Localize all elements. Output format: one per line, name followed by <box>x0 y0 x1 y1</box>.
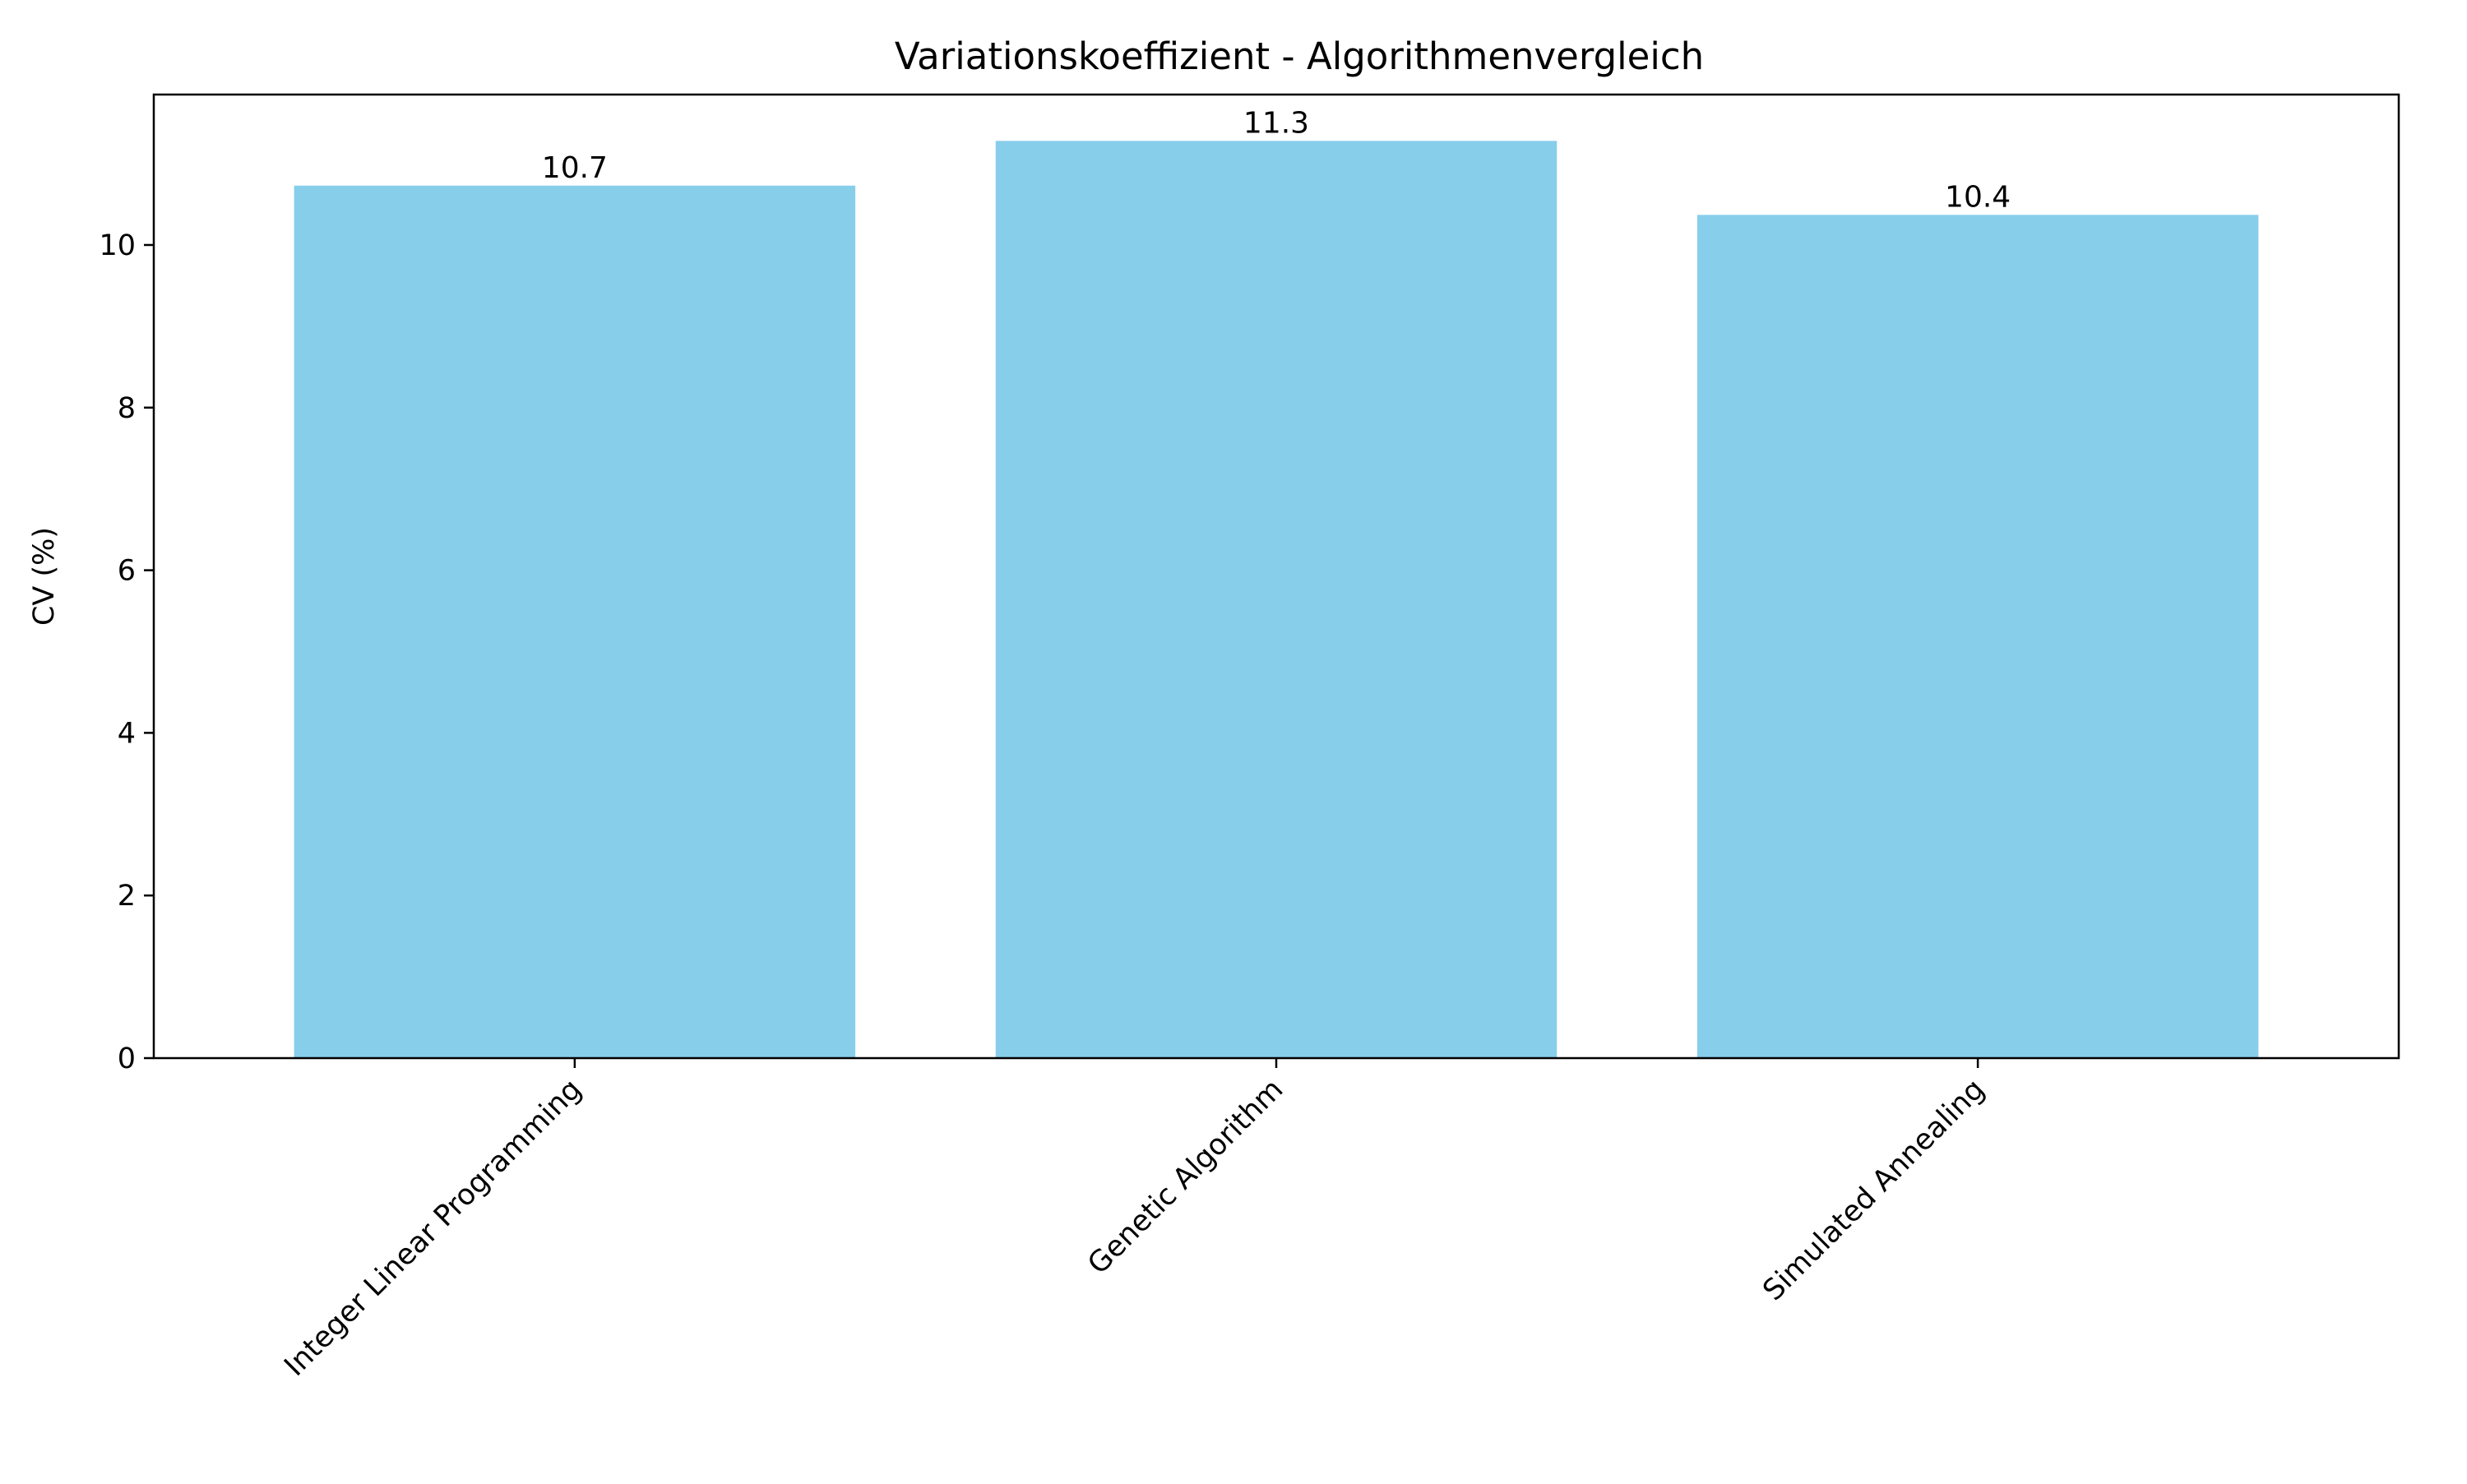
y-tick-label: 4 <box>118 717 136 750</box>
chart-title: Variationskoeffizient - Algorithmenvergl… <box>895 35 1704 78</box>
y-tick-label: 2 <box>118 880 136 913</box>
bar <box>294 185 856 1059</box>
bars-layer: 10.7 11.3 10.4 <box>294 106 2259 1059</box>
y-tick-label: 10 <box>99 229 136 262</box>
x-tick-label: Genetic Algorithm <box>1081 1073 1289 1281</box>
x-tick-label: Simulated Annealing <box>1757 1073 1991 1307</box>
y-axis-label: CV (%) <box>28 527 61 626</box>
bar-value-label: 10.4 <box>1945 180 2011 214</box>
y-tick-label: 0 <box>118 1042 136 1075</box>
y-tick-label: 8 <box>118 392 136 425</box>
bar <box>995 141 1557 1059</box>
plot-area-frame <box>152 93 2400 1060</box>
bar-value-label: 10.7 <box>542 151 608 185</box>
bar-value-label: 11.3 <box>1243 106 1309 140</box>
y-tick-label: 6 <box>118 555 136 588</box>
x-tick-label: Integer Linear Programming <box>278 1073 588 1383</box>
bar <box>1696 215 2259 1059</box>
